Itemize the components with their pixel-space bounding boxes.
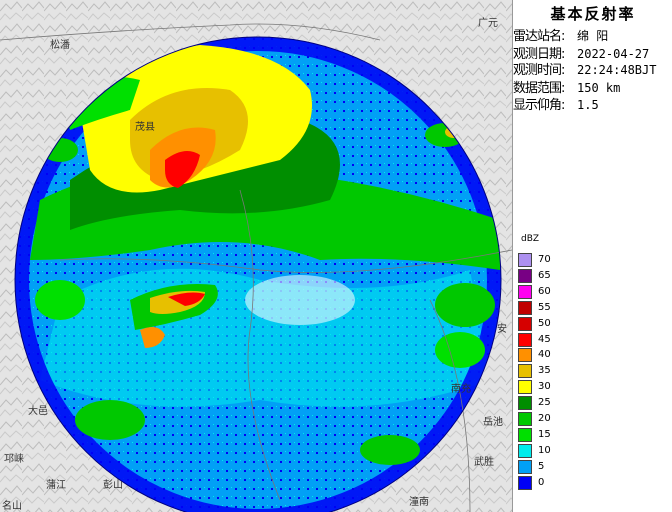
city-label: 岳池: [483, 417, 503, 428]
legend-label: 65: [538, 269, 551, 281]
city-label: 蒲江: [46, 480, 66, 491]
info-panel: 基本反射率 雷达站名: 绵 阳 观测日期: 2022-04-27 观测时间: 22:2…: [512, 0, 672, 512]
legend-label: 55: [538, 301, 551, 313]
city-label: 广元: [478, 18, 498, 29]
legend-swatch: [518, 364, 532, 379]
info-row-date: 观测日期: 2022-04-27: [513, 46, 649, 62]
city-label: 茂县: [135, 122, 155, 133]
info-label: 数据范围:: [513, 81, 565, 96]
city-label: 邛崃: [4, 454, 24, 465]
legend-swatch: [518, 427, 532, 442]
info-label: 观测日期:: [513, 47, 565, 62]
legend-label: 35: [538, 365, 551, 377]
legend-swatch: [518, 443, 532, 458]
product-title: 基本反射率: [550, 5, 636, 23]
city-label: 武胜: [474, 457, 494, 468]
city-label: 松潘: [50, 40, 70, 51]
city-label: 名山: [2, 501, 22, 512]
legend-label: 40: [538, 349, 551, 361]
legend-swatch: [518, 459, 532, 474]
legend-swatch: [518, 300, 532, 315]
legend-swatch: [518, 332, 532, 347]
legend-label: 25: [538, 397, 551, 409]
info-value: 绵 阳: [577, 29, 609, 43]
legend-label: 70: [538, 254, 551, 265]
city-label: 彭山: [103, 480, 123, 491]
legend-label: 20: [538, 413, 551, 424]
legend-label: 45: [538, 333, 551, 345]
city-label: 安: [497, 324, 507, 335]
info-row-time: 观测时间: 22:24:48BJT: [513, 62, 656, 78]
info-label: 显示仰角:: [513, 98, 565, 113]
range-ring: [14, 36, 502, 512]
legend-label: 10: [538, 444, 551, 456]
city-label: 大邑: [28, 406, 48, 417]
legend-swatch: [518, 284, 532, 299]
legend-swatch: [518, 268, 532, 283]
legend-label: 15: [538, 428, 551, 440]
city-label: 南充: [451, 384, 471, 395]
legend-label: 0: [538, 476, 545, 488]
legend-swatch: [518, 475, 532, 490]
info-value: 22:24:48BJT: [577, 63, 657, 77]
legend-label: 5: [538, 460, 545, 472]
legend-swatch: [518, 412, 532, 426]
info-row-range: 数据范围: 150 km: [513, 80, 620, 96]
city-label: 潼南: [409, 497, 429, 508]
legend-unit: dBZ: [521, 234, 540, 244]
echo-layer: [15, 37, 501, 512]
legend-swatch: [518, 396, 532, 411]
legend-label: 30: [538, 381, 551, 393]
info-value: 1.5: [577, 98, 599, 112]
info-value: 150 km: [577, 81, 621, 95]
info-value: 2022-04-27: [577, 47, 650, 61]
legend-label: 60: [538, 285, 551, 297]
info-label: 雷达站名:: [513, 29, 565, 44]
info-row-elevation: 显示仰角: 1.5: [513, 97, 599, 113]
reflectivity-image: [0, 0, 512, 512]
legend-swatch: [518, 380, 532, 395]
legend-label: 50: [538, 317, 551, 329]
legend-swatch: [518, 253, 532, 267]
info-row-station: 雷达站名: 绵 阳: [513, 28, 608, 44]
radar-map: 松潘 茂县 大邑 邛崃 蒲江 彭山 岳池 武胜 潼南 安 南充 广元 名山: [0, 0, 512, 512]
boundary-lines: [0, 23, 512, 512]
legend-swatch: [518, 348, 532, 363]
legend-swatch: [518, 316, 532, 331]
info-label: 观测时间:: [513, 63, 565, 78]
